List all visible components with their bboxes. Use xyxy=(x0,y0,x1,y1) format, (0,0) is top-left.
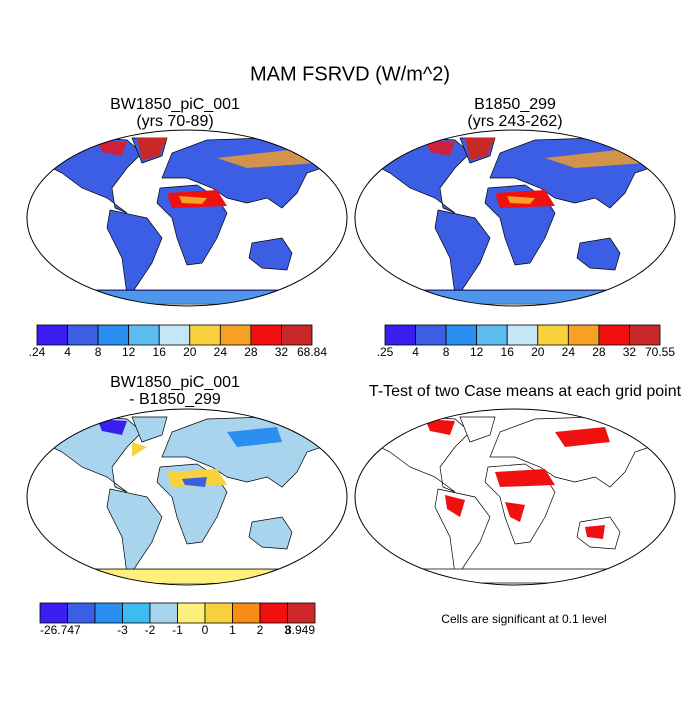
colorbar-label: 20 xyxy=(183,345,197,359)
map-outline xyxy=(26,408,348,586)
colorbar-label: 2 xyxy=(257,623,264,637)
colorbar-label: 16 xyxy=(153,345,167,359)
colorbar-box xyxy=(250,324,282,346)
figure-title: MAM FSRVD (W/m^2) xyxy=(250,63,450,85)
colorbar-box xyxy=(598,324,630,346)
map-outline xyxy=(354,408,676,586)
colorbar-label: 16 xyxy=(501,345,515,359)
panel-title: T-Test of two Case means at each grid po… xyxy=(369,383,682,400)
colorbar-box xyxy=(476,324,508,346)
colorbar-label: 3 xyxy=(284,623,291,637)
colorbar-box xyxy=(232,602,261,624)
colorbar-box xyxy=(629,324,661,346)
colorbar-label: 8 xyxy=(443,345,450,359)
colorbar-label: -1 xyxy=(172,623,183,637)
colorbar-label: 1 xyxy=(229,623,236,637)
map xyxy=(369,137,666,305)
colorbar-box xyxy=(149,602,178,624)
panel-title: BW1850_piC_001 xyxy=(110,96,240,113)
colorbar-box xyxy=(36,324,68,346)
colorbar-label: 32 xyxy=(623,345,637,359)
colorbar-label: -26.747 xyxy=(40,623,81,637)
colorbar-label: 8.949 xyxy=(285,623,315,637)
colorbar-label: 28 xyxy=(244,345,258,359)
colorbar-label: -3 xyxy=(117,623,128,637)
panel-subtitle: (yrs 70-89) xyxy=(136,113,213,130)
colorbar-box xyxy=(67,602,96,624)
note: Cells are significant at 0.1 level xyxy=(441,612,606,626)
colorbar-label: 24 xyxy=(562,345,576,359)
colorbar-box xyxy=(415,324,447,346)
colorbar-label: 12 xyxy=(122,345,136,359)
colorbar-label: 32 xyxy=(275,345,289,359)
colorbar-box xyxy=(384,324,416,346)
colorbar-box xyxy=(506,324,539,346)
colorbar-label: 24 xyxy=(214,345,228,359)
colorbar-label: 70.55 xyxy=(645,345,675,359)
colorbar-label: 28 xyxy=(592,345,606,359)
colorbar-box xyxy=(67,324,99,346)
colorbar-box xyxy=(189,324,221,346)
colorbar-label: .25 xyxy=(377,345,394,359)
colorbar-box xyxy=(281,324,313,346)
colorbar-label: 0 xyxy=(202,623,209,637)
panel-title: BW1850_piC_001 xyxy=(110,374,240,391)
colorbar-box xyxy=(122,602,151,624)
colorbar-box xyxy=(97,324,130,346)
colorbar-box xyxy=(128,324,160,346)
colorbar-label: 20 xyxy=(531,345,545,359)
colorbar-label: 4 xyxy=(64,345,71,359)
colorbar-box xyxy=(259,602,288,624)
colorbar-box xyxy=(287,602,316,624)
colorbar-box xyxy=(219,324,252,346)
panel-subtitle: - B1850_299 xyxy=(129,391,221,408)
colorbar-box xyxy=(177,602,206,624)
colorbar-box xyxy=(567,324,600,346)
colorbar-box xyxy=(204,602,233,624)
colorbar-label: .24 xyxy=(29,345,46,359)
map xyxy=(41,416,338,584)
colorbar-label: 68.84 xyxy=(297,345,327,359)
colorbar-box xyxy=(537,324,569,346)
colorbar-box xyxy=(445,324,478,346)
colorbar-label: 8 xyxy=(95,345,102,359)
panel-title: B1850_299 xyxy=(474,96,556,113)
map-outline xyxy=(26,129,348,307)
map xyxy=(41,137,338,305)
colorbar-label: 12 xyxy=(470,345,484,359)
colorbar-box xyxy=(158,324,191,346)
panel-subtitle: (yrs 243-262) xyxy=(467,113,562,130)
map-outline xyxy=(354,129,676,307)
colorbar-box xyxy=(94,602,123,624)
colorbar-box xyxy=(39,602,68,624)
map xyxy=(369,416,666,584)
colorbar-label: -2 xyxy=(145,623,156,637)
colorbar-label: 4 xyxy=(412,345,419,359)
